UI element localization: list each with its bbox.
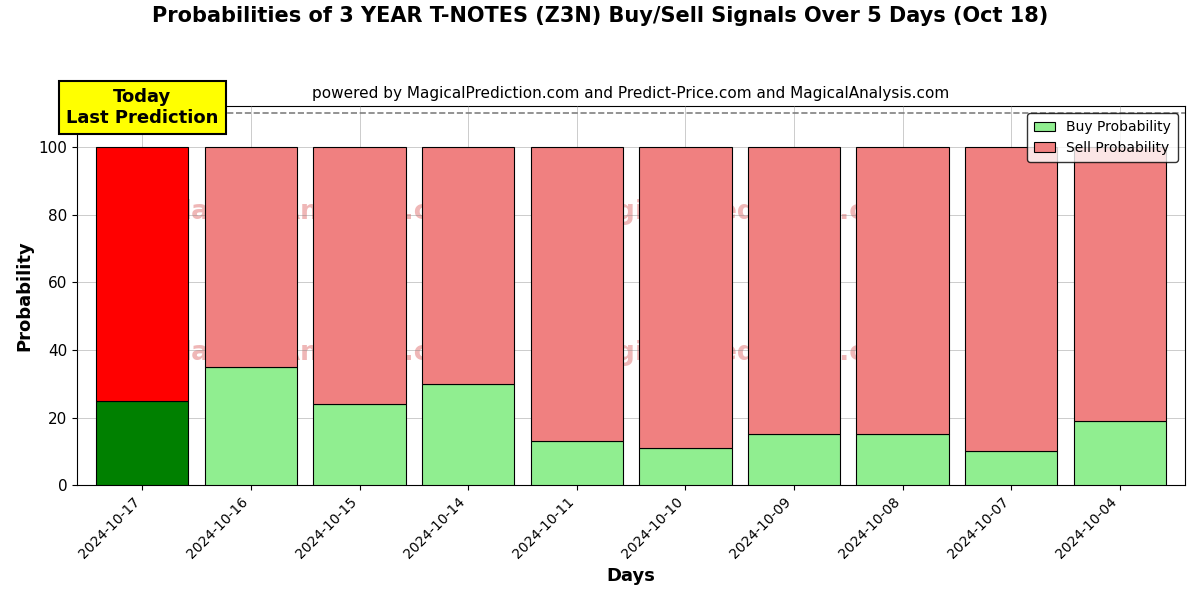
Bar — [96, 401, 188, 485]
Bar — [530, 441, 623, 485]
Bar — [313, 404, 406, 485]
Bar — [857, 434, 949, 485]
Legend: Buy Probability, Sell Probability: Buy Probability, Sell Probability — [1027, 113, 1178, 162]
Bar — [205, 367, 298, 485]
Bar — [205, 147, 298, 367]
Bar — [1074, 147, 1166, 421]
Text: MagicalPrediction.com: MagicalPrediction.com — [572, 340, 911, 365]
Bar — [857, 147, 949, 434]
Bar — [530, 147, 623, 441]
Bar — [748, 434, 840, 485]
Text: MagicalPrediction.com: MagicalPrediction.com — [572, 199, 911, 226]
Bar — [422, 147, 515, 383]
Title: powered by MagicalPrediction.com and Predict-Price.com and MagicalAnalysis.com: powered by MagicalPrediction.com and Pre… — [312, 86, 949, 101]
Bar — [748, 147, 840, 434]
Text: Today
Last Prediction: Today Last Prediction — [66, 88, 218, 127]
Bar — [422, 383, 515, 485]
Bar — [965, 451, 1057, 485]
X-axis label: Days: Days — [607, 567, 655, 585]
Text: MagicalAnalysis.com: MagicalAnalysis.com — [166, 199, 476, 226]
Bar — [640, 448, 732, 485]
Text: MagicalAnalysis.com: MagicalAnalysis.com — [166, 340, 476, 365]
Bar — [640, 147, 732, 448]
Bar — [96, 147, 188, 401]
Text: Probabilities of 3 YEAR T-NOTES (Z3N) Buy/Sell Signals Over 5 Days (Oct 18): Probabilities of 3 YEAR T-NOTES (Z3N) Bu… — [152, 6, 1048, 26]
Bar — [965, 147, 1057, 451]
Bar — [1074, 421, 1166, 485]
Y-axis label: Probability: Probability — [14, 241, 32, 351]
Bar — [313, 147, 406, 404]
